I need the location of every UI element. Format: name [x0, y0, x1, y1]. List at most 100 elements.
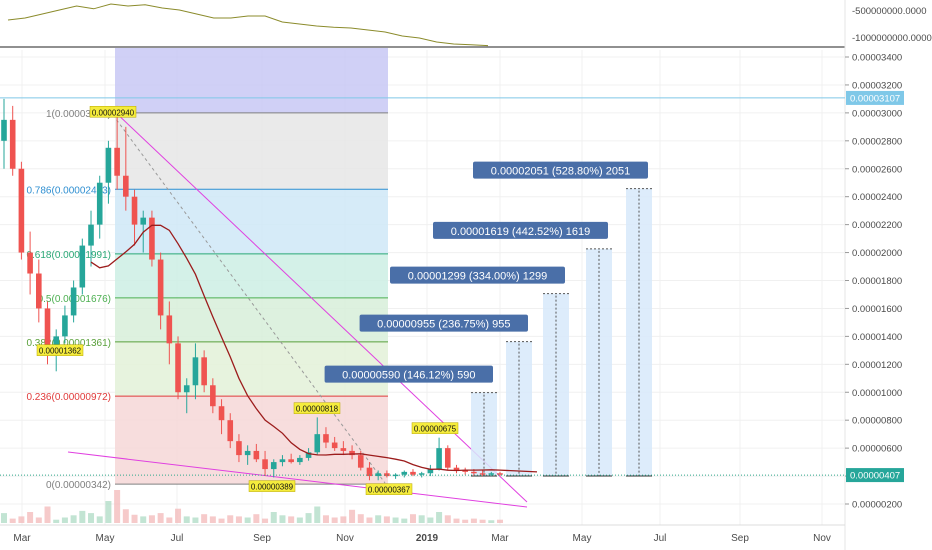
- projection-callout-bg: [473, 161, 648, 179]
- candle-body: [331, 442, 338, 449]
- volume-bar: [270, 512, 277, 523]
- price-axis[interactable]: 0.00003400 0.00003200 0.00003000 0.00002800…: [845, 53, 904, 511]
- price-tick-label: 0.00001800: [852, 276, 902, 287]
- candle-body: [462, 470, 468, 472]
- price-labels: 0.00002940 0.00001362 0.00000818 0.00000389…: [36, 106, 459, 495]
- fib-level-label: 0.382(0.00001361): [26, 338, 111, 349]
- candle-body: [201, 357, 207, 386]
- candle-body: [418, 473, 425, 475]
- projection-box[interactable]: [471, 392, 497, 476]
- price-label-bg: [411, 422, 459, 434]
- time-axis-label: Mar: [491, 533, 509, 544]
- candle-body: [175, 343, 181, 393]
- price-label-bg: [248, 480, 296, 492]
- time-axis-label: May: [96, 533, 115, 544]
- price-tick-label: 0.00003000: [852, 108, 902, 119]
- projection-callout: 0.00000590 (146.12%) 590: [342, 370, 475, 382]
- candle-body: [392, 474, 399, 477]
- candle-body: [27, 252, 33, 274]
- volume-bar: [357, 514, 364, 523]
- projection-callout: 0.00002051 (528.80%) 2051: [491, 166, 630, 178]
- candle-body: [114, 147, 120, 176]
- candle-body: [227, 420, 234, 442]
- projection-callout: 0.00000955 (236.75%) 955: [377, 319, 510, 331]
- fib-level-label: 0.236(0.00000972): [26, 392, 111, 403]
- projection-callout: 0.00001619 (442.52%) 1619: [451, 226, 590, 238]
- candle-body: [210, 385, 216, 407]
- candle-body: [349, 450, 355, 456]
- candle-body: [1, 119, 7, 141]
- hline-price-tag: 0.00003107: [850, 93, 900, 104]
- price-label-bg: [89, 106, 137, 118]
- lower-trendline[interactable]: [67, 451, 528, 508]
- price-label: 0.00002940: [92, 108, 135, 117]
- volume-bar: [375, 515, 382, 523]
- volume-bar: [279, 515, 286, 523]
- fib-band-top: [115, 48, 388, 113]
- time-axis-label: Jul: [654, 533, 667, 544]
- volume-bar: [27, 512, 34, 523]
- volume-bar: [105, 501, 112, 523]
- candle-body: [427, 469, 434, 474]
- upper-trendline[interactable]: [112, 109, 528, 503]
- volume-bar: [436, 512, 443, 523]
- volume-bar: [157, 513, 164, 523]
- projection-targets[interactable]: 0.00000590 (146.12%) 590 0.00000955 (236.…: [324, 161, 652, 477]
- time-axis[interactable]: Mar May Jul Sep Nov 2019 Mar May Jul Sep Nov: [0, 524, 845, 544]
- candle-body: [192, 357, 199, 386]
- projection-callout-bg: [433, 221, 608, 239]
- volume-bar: [392, 517, 399, 523]
- volume-bar: [314, 506, 321, 523]
- hline-price-tag-bg: [846, 90, 904, 105]
- fib-band: [115, 189, 388, 254]
- volume-bar: [9, 518, 16, 523]
- candle-body: [479, 473, 486, 475]
- volume-bar: [218, 518, 225, 523]
- volume-bar: [122, 509, 129, 523]
- price-tick-label: 0.00001600: [852, 304, 902, 315]
- price-tick-label: 0.00000600: [852, 444, 902, 455]
- fib-band: [115, 112, 388, 190]
- time-axis-label: Nov: [813, 533, 831, 544]
- projection-callout-bg: [390, 266, 565, 284]
- candle-body: [96, 182, 103, 225]
- candle-body: [453, 467, 460, 471]
- volume-bar: [262, 518, 269, 523]
- volume-bar: [88, 513, 95, 523]
- candle-body: [166, 315, 173, 344]
- fib-band: [115, 253, 388, 298]
- price-tick-label: 0.00002800: [852, 136, 902, 147]
- price-tick-label: 0.00000200: [852, 500, 902, 511]
- candle-body: [340, 448, 347, 451]
- candle-body: [236, 441, 242, 456]
- candle-body: [62, 315, 68, 337]
- price-label: 0.00001362: [39, 347, 82, 356]
- candle-body: [149, 217, 155, 260]
- candle-body: [497, 473, 503, 475]
- projection-callout-bg: [324, 365, 493, 383]
- time-axis-label: Sep: [731, 533, 749, 544]
- projection-box[interactable]: [586, 248, 612, 476]
- volume-bar: [366, 517, 373, 523]
- volume-bar: [453, 518, 460, 523]
- candle-body: [262, 459, 268, 470]
- volume-bar: [148, 515, 155, 523]
- dashed-trendline: [112, 114, 386, 484]
- volume-bar: [44, 506, 51, 523]
- volume-bar: [444, 515, 451, 523]
- volume-bar: [409, 514, 416, 523]
- volume-bar: [331, 517, 338, 523]
- candle-body: [279, 459, 286, 463]
- volume-bar: [192, 517, 199, 523]
- candle-body: [105, 147, 112, 183]
- volume-bar: [383, 516, 390, 523]
- time-axis-label: Sep: [253, 533, 271, 544]
- volume-bar: [70, 515, 77, 523]
- candle-body: [366, 467, 373, 477]
- trendlines[interactable]: [67, 109, 528, 508]
- volume-bar: [488, 520, 495, 523]
- candle-body: [314, 434, 321, 453]
- candle-body: [36, 273, 42, 309]
- volume-bar: [462, 519, 469, 523]
